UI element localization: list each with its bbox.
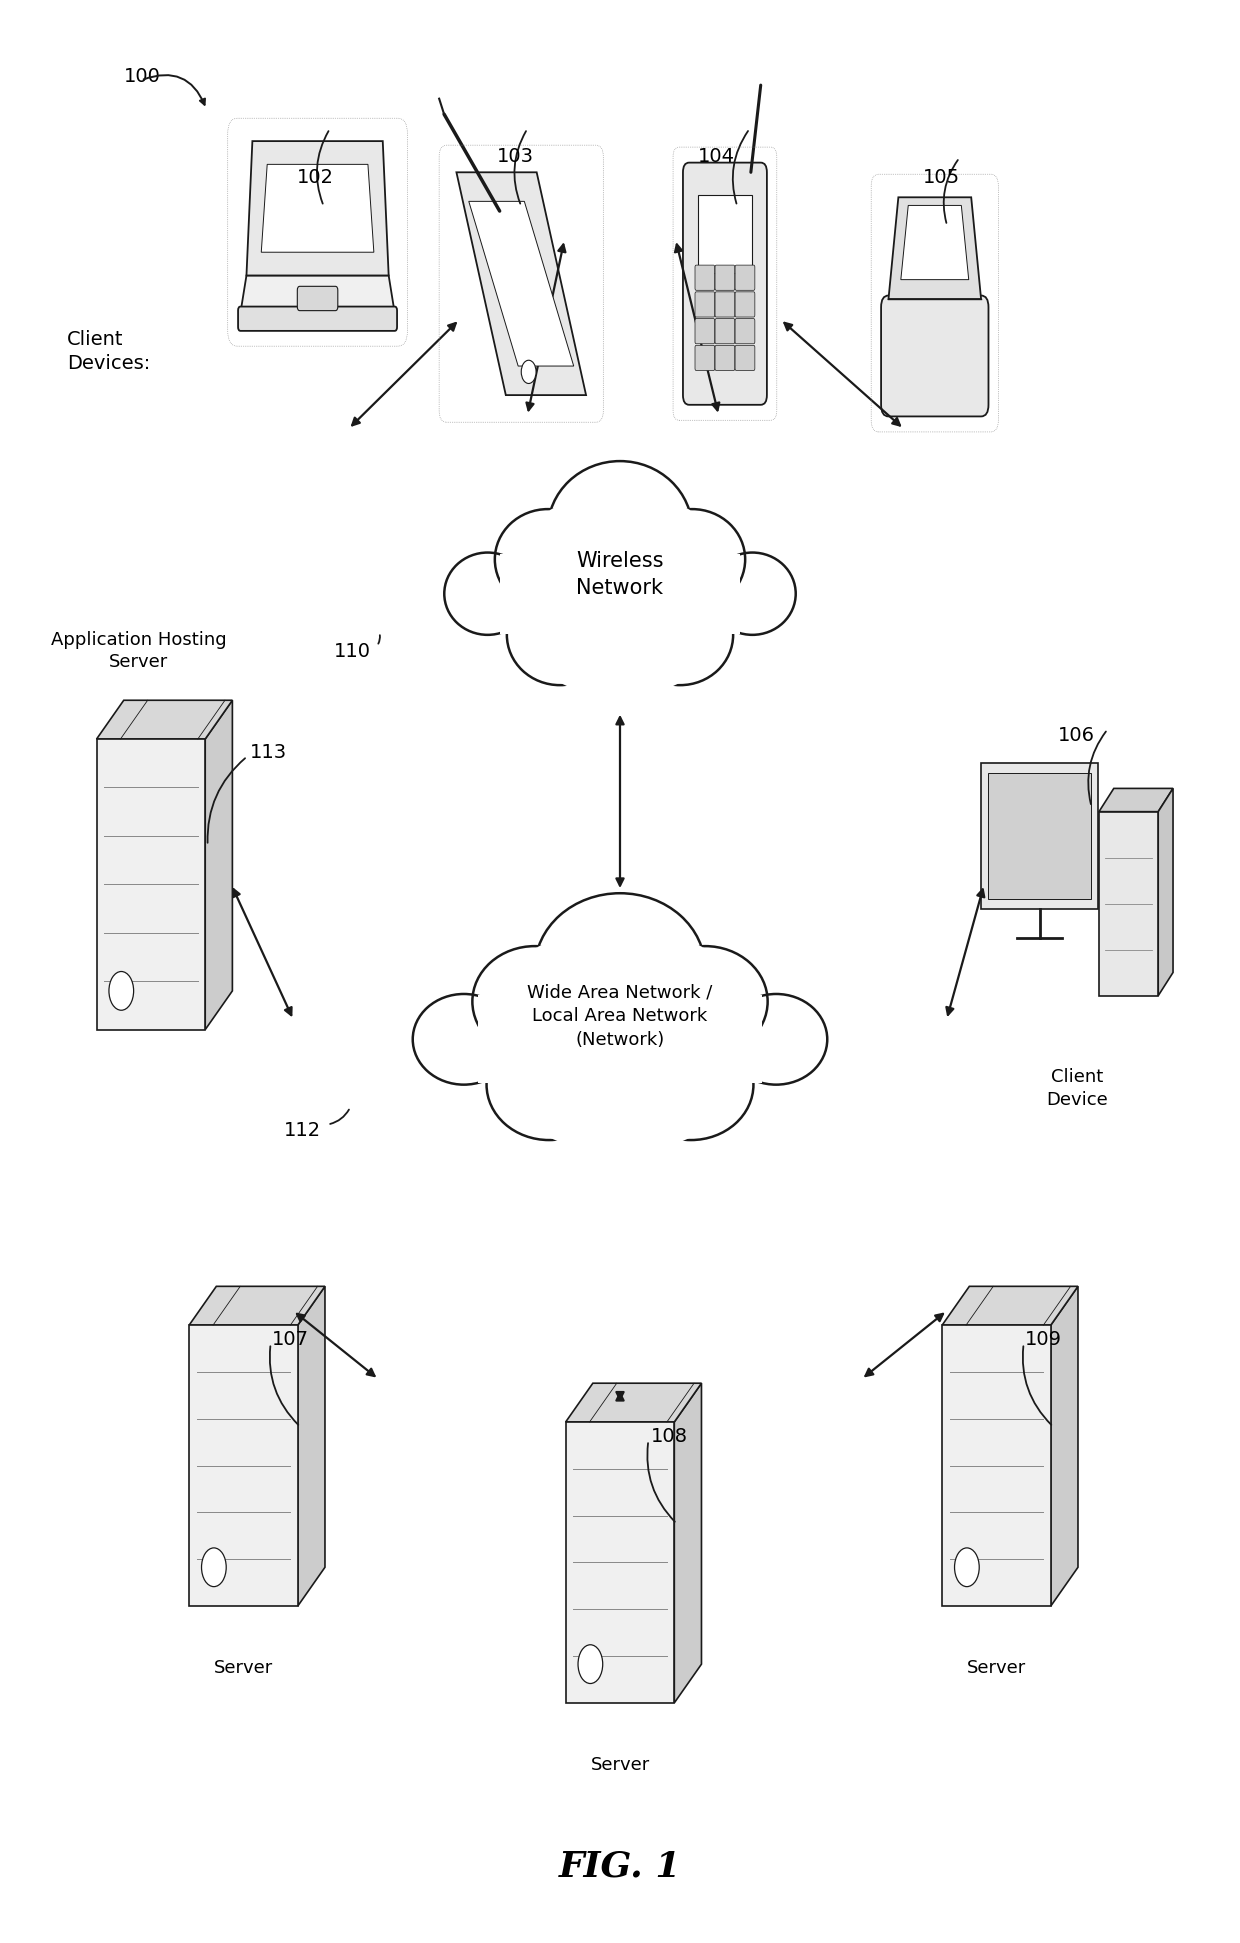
Text: 110: 110	[334, 643, 371, 661]
Circle shape	[521, 359, 536, 383]
Ellipse shape	[486, 1030, 611, 1141]
Polygon shape	[900, 206, 968, 280]
FancyBboxPatch shape	[694, 319, 714, 344]
Text: Client
Devices:: Client Devices:	[67, 330, 150, 373]
FancyBboxPatch shape	[683, 163, 766, 404]
FancyBboxPatch shape	[942, 1325, 1050, 1607]
FancyBboxPatch shape	[565, 1422, 675, 1702]
Text: Server: Server	[967, 1659, 1027, 1677]
FancyBboxPatch shape	[238, 307, 397, 330]
FancyBboxPatch shape	[882, 295, 988, 416]
FancyBboxPatch shape	[500, 554, 740, 633]
Ellipse shape	[500, 492, 740, 698]
Circle shape	[202, 1549, 226, 1587]
Ellipse shape	[629, 1030, 754, 1141]
Ellipse shape	[534, 894, 706, 1043]
Text: Server: Server	[590, 1756, 650, 1774]
FancyBboxPatch shape	[298, 286, 337, 311]
FancyBboxPatch shape	[1099, 812, 1158, 995]
FancyBboxPatch shape	[698, 194, 753, 272]
Text: 107: 107	[272, 1331, 309, 1348]
Ellipse shape	[709, 552, 796, 635]
Ellipse shape	[495, 509, 600, 610]
Polygon shape	[889, 198, 981, 299]
FancyBboxPatch shape	[694, 291, 714, 317]
Ellipse shape	[627, 585, 733, 686]
Polygon shape	[1158, 789, 1173, 995]
Polygon shape	[942, 1286, 1078, 1325]
Polygon shape	[675, 1383, 702, 1702]
Ellipse shape	[472, 946, 598, 1057]
FancyBboxPatch shape	[735, 264, 755, 290]
Text: 113: 113	[249, 742, 286, 762]
Ellipse shape	[640, 509, 745, 610]
Circle shape	[109, 972, 134, 1010]
FancyBboxPatch shape	[988, 773, 1091, 900]
FancyBboxPatch shape	[735, 291, 755, 317]
Polygon shape	[247, 142, 388, 276]
FancyBboxPatch shape	[715, 291, 735, 317]
Text: 104: 104	[698, 146, 735, 165]
Text: Application Hosting
Server: Application Hosting Server	[51, 631, 227, 670]
Polygon shape	[190, 1286, 325, 1325]
Polygon shape	[1050, 1286, 1078, 1607]
Text: 103: 103	[496, 146, 533, 165]
FancyBboxPatch shape	[735, 319, 755, 344]
Polygon shape	[262, 165, 373, 253]
FancyBboxPatch shape	[694, 264, 714, 290]
FancyBboxPatch shape	[190, 1325, 298, 1607]
Polygon shape	[565, 1383, 702, 1422]
Polygon shape	[1099, 789, 1173, 812]
Ellipse shape	[725, 995, 827, 1084]
Ellipse shape	[479, 927, 761, 1152]
FancyBboxPatch shape	[715, 264, 735, 290]
Ellipse shape	[507, 585, 613, 686]
Text: Client
Device: Client Device	[1045, 1069, 1107, 1109]
Polygon shape	[97, 699, 232, 738]
FancyBboxPatch shape	[735, 346, 755, 371]
Circle shape	[578, 1646, 603, 1683]
Text: 112: 112	[284, 1121, 321, 1141]
Text: 105: 105	[923, 167, 960, 187]
Ellipse shape	[413, 995, 515, 1084]
FancyBboxPatch shape	[97, 738, 206, 1030]
Polygon shape	[241, 276, 394, 313]
Ellipse shape	[642, 946, 768, 1057]
Text: Server: Server	[213, 1659, 273, 1677]
FancyBboxPatch shape	[694, 346, 714, 371]
Polygon shape	[469, 202, 574, 365]
Polygon shape	[206, 699, 232, 1030]
FancyBboxPatch shape	[981, 764, 1099, 909]
Text: Wireless
Network: Wireless Network	[577, 552, 663, 598]
Ellipse shape	[444, 552, 531, 635]
Text: 100: 100	[124, 66, 161, 85]
Text: Wide Area Network /
Local Area Network
(Network): Wide Area Network / Local Area Network (…	[527, 983, 713, 1049]
Text: FIG. 1: FIG. 1	[559, 1850, 681, 1883]
Text: 106: 106	[1058, 727, 1095, 744]
FancyBboxPatch shape	[479, 995, 761, 1084]
Polygon shape	[298, 1286, 325, 1607]
Text: 109: 109	[1025, 1331, 1061, 1348]
Text: 108: 108	[651, 1426, 688, 1446]
Polygon shape	[456, 173, 587, 394]
Circle shape	[955, 1549, 980, 1587]
FancyBboxPatch shape	[715, 319, 735, 344]
FancyBboxPatch shape	[715, 346, 735, 371]
Text: 102: 102	[296, 167, 334, 187]
Ellipse shape	[548, 460, 692, 598]
